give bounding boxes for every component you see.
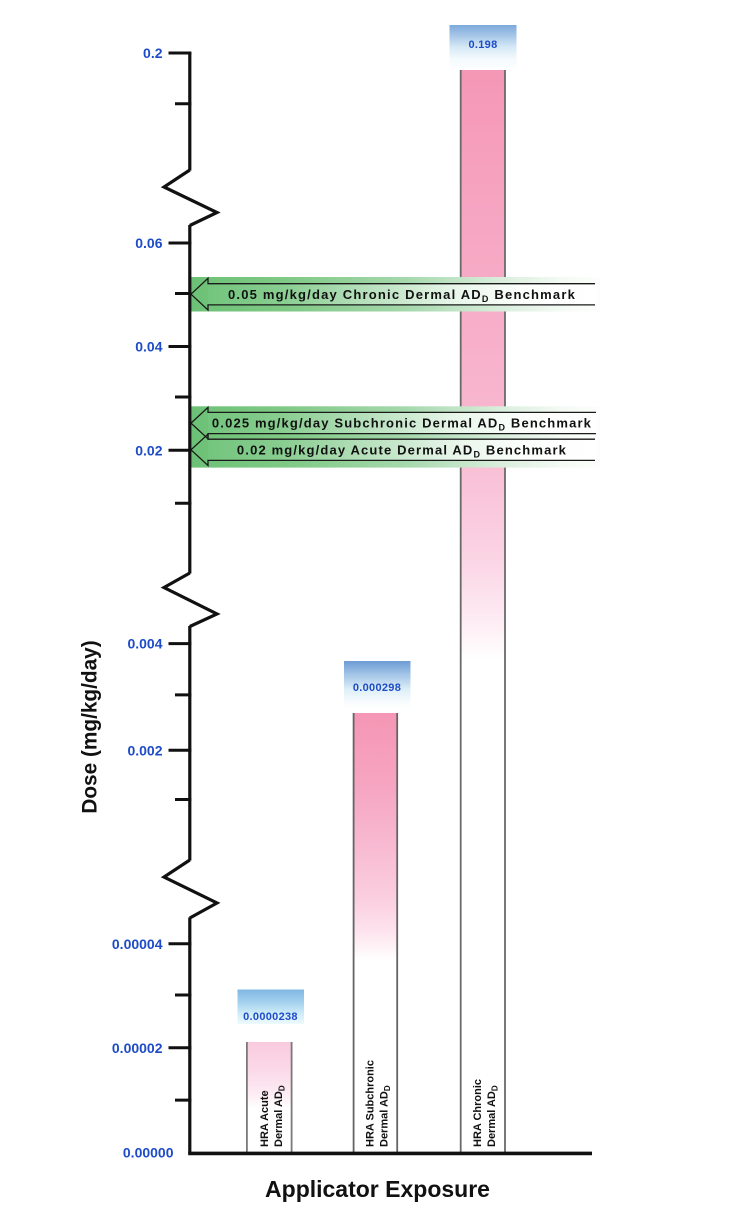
svg-text:0.0000238: 0.0000238: [243, 1011, 298, 1023]
svg-text:HRA Subchronic: HRA Subchronic: [364, 1060, 376, 1147]
svg-text:0.02 mg/kg/day Acute Dermal AD: 0.02 mg/kg/day Acute Dermal ADD Benchmar…: [237, 442, 567, 459]
svg-text:Dermal ADD: Dermal ADD: [486, 1085, 500, 1147]
svg-text:0.00004: 0.00004: [112, 936, 163, 952]
svg-text:0.198: 0.198: [468, 39, 497, 51]
svg-text:0.002: 0.002: [127, 742, 162, 758]
svg-text:0.2: 0.2: [143, 45, 163, 61]
svg-text:Dermal ADD: Dermal ADD: [273, 1085, 287, 1147]
svg-text:0.00002: 0.00002: [112, 1040, 163, 1056]
svg-text:Applicator Exposure: Applicator Exposure: [265, 1176, 490, 1202]
svg-text:HRA Chronic: HRA Chronic: [472, 1079, 484, 1147]
svg-text:0.025 mg/kg/day Subchronic Der: 0.025 mg/kg/day Subchronic Dermal ADD Be…: [212, 416, 592, 433]
svg-text:0.000298: 0.000298: [353, 682, 401, 694]
svg-text:0.05 mg/kg/day Chronic Dermal: 0.05 mg/kg/day Chronic Dermal ADD Benchm…: [228, 287, 576, 304]
svg-text:HRA Acute: HRA Acute: [259, 1090, 271, 1147]
svg-text:0.06: 0.06: [135, 235, 162, 251]
svg-text:0.04: 0.04: [135, 339, 162, 355]
svg-text:0.02: 0.02: [135, 442, 162, 458]
svg-text:0.00000: 0.00000: [123, 1144, 174, 1160]
svg-text:0.004: 0.004: [127, 636, 162, 652]
svg-text:Dermal ADD: Dermal ADD: [378, 1085, 392, 1147]
svg-text:Dose (mg/kg/day): Dose (mg/kg/day): [79, 640, 102, 813]
